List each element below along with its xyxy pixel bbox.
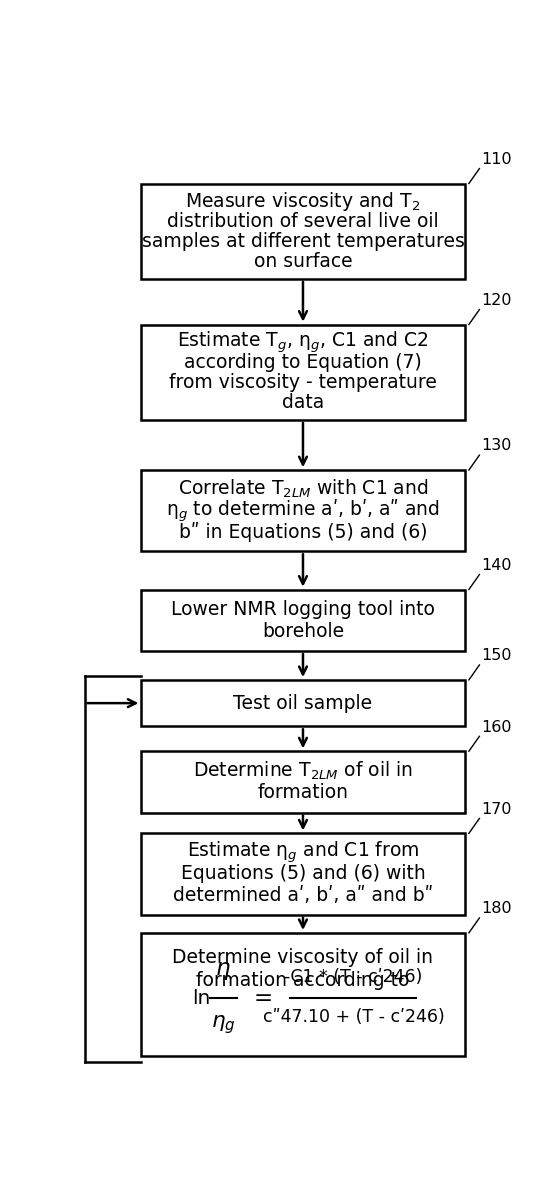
Text: Test oil sample: Test oil sample (234, 694, 372, 712)
Bar (141, 680, 464, 727)
Text: ln: ln (192, 988, 210, 1008)
Text: 160: 160 (481, 719, 512, 735)
Text: Equations (5) and (6) with: Equations (5) and (6) with (180, 865, 425, 884)
Text: on surface: on surface (254, 251, 352, 270)
Text: η$_g$ to determine aʹ, bʹ, aʺ and: η$_g$ to determine aʹ, bʹ, aʺ and (166, 497, 440, 524)
Text: $\eta_g$: $\eta_g$ (211, 1014, 235, 1036)
Text: Estimate η$_g$ and C1 from: Estimate η$_g$ and C1 from (187, 839, 419, 866)
Text: cʺ47.10 + (T - cʹ246): cʺ47.10 + (T - cʹ246) (262, 1009, 444, 1027)
Text: formation according to: formation according to (196, 972, 410, 990)
Bar (141, 184, 464, 279)
Text: Measure viscosity and T$_2$: Measure viscosity and T$_2$ (185, 190, 421, 213)
Text: borehole: borehole (262, 622, 344, 640)
Bar (141, 324, 464, 420)
Text: =: = (254, 987, 273, 1010)
Text: determined aʹ, bʹ, aʺ and bʺ: determined aʹ, bʹ, aʺ and bʺ (173, 886, 433, 904)
Text: formation: formation (257, 783, 349, 802)
Text: 130: 130 (481, 438, 512, 454)
Text: according to Equation (7): according to Equation (7) (184, 353, 422, 372)
Bar (141, 933, 464, 1056)
Text: distribution of several live oil: distribution of several live oil (167, 211, 439, 231)
Text: Correlate T$_{2LM}$ with C1 and: Correlate T$_{2LM}$ with C1 and (178, 478, 428, 501)
Text: data: data (282, 393, 324, 412)
Text: bʺ in Equations (5) and (6): bʺ in Equations (5) and (6) (179, 522, 427, 542)
Text: 110: 110 (481, 153, 512, 167)
Text: 150: 150 (481, 649, 512, 663)
Text: Determine T$_{2LM}$ of oil in: Determine T$_{2LM}$ of oil in (193, 760, 413, 782)
Bar (141, 752, 464, 813)
Bar (141, 833, 464, 915)
Text: $\eta$: $\eta$ (215, 958, 231, 981)
Text: 120: 120 (481, 293, 512, 307)
Text: 140: 140 (481, 558, 512, 573)
Text: Determine viscosity of oil in: Determine viscosity of oil in (172, 948, 434, 967)
Text: Estimate T$_g$, η$_g$, C1 and C2: Estimate T$_g$, η$_g$, C1 and C2 (177, 329, 429, 355)
Text: samples at different temperatures: samples at different temperatures (141, 232, 464, 251)
Text: 170: 170 (481, 802, 512, 817)
Text: Lower NMR logging tool into: Lower NMR logging tool into (171, 599, 435, 619)
Bar (141, 590, 464, 651)
Text: -C1 * (T - cʹ246): -C1 * (T - cʹ246) (284, 968, 423, 986)
Bar (141, 470, 464, 551)
Text: 180: 180 (481, 901, 512, 916)
Text: from viscosity - temperature: from viscosity - temperature (169, 372, 437, 392)
